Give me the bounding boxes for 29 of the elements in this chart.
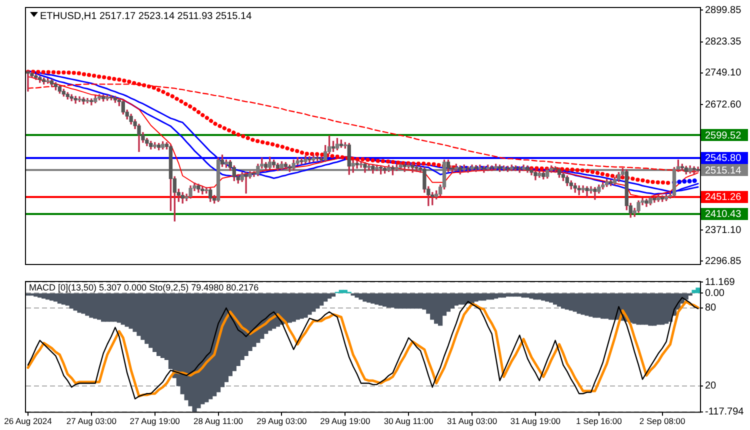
y-tick-label: 0.00 — [705, 288, 725, 299]
ref-line-label: 2410.43 — [705, 209, 742, 220]
ref-line-label: 2451.26 — [705, 192, 742, 204]
y-tick-label: 2672.60 — [705, 99, 742, 110]
y2-tick-label: 80 — [705, 302, 717, 314]
y-tick-label: 2823.35 — [705, 36, 742, 48]
chart-title: MACD [0](13,50) 5.307 0.000 Sto(9,2,5) 79.4980 80.2176 — [29, 282, 259, 292]
ref-line-label: 2545.80 — [705, 152, 742, 164]
x-tick-label: 26 Aug 2024 — [4, 416, 52, 426]
chart-title: ETHUSD,H1 2517.17 2523.14 2511.93 2515.14 — [40, 10, 252, 22]
x-tick-label: 1 Sep 16:00 — [576, 416, 622, 426]
x-tick-label: 2 Sep 08:00 — [639, 416, 686, 426]
y2-tick-label: 20 — [705, 380, 717, 392]
x-tick-label: 30 Aug 11:00 — [384, 416, 434, 426]
x-tick-label: 29 Aug 19:00 — [320, 416, 370, 426]
y-tick-label: 2899.85 — [705, 4, 742, 16]
y-tick-label: 2749.10 — [705, 68, 742, 79]
x-tick-label: 27 Aug 19:00 — [130, 416, 180, 426]
y-tick-label: -117.794 — [705, 406, 744, 418]
x-tick-label: 29 Aug 03:00 — [256, 416, 308, 426]
x-tick-label: 27 Aug 03:00 — [66, 416, 117, 426]
x-tick-label: 28 Aug 11:00 — [194, 416, 244, 426]
x-tick-label: 31 Aug 19:00 — [510, 416, 561, 426]
y-tick-label: 2371.10 — [705, 224, 742, 236]
x-tick-label: 31 Aug 03:00 — [446, 416, 498, 426]
y-tick-label: 11.169 — [705, 276, 736, 288]
ref-line-label: 2599.52 — [705, 130, 742, 142]
ref-line-label: 2515.14 — [705, 166, 742, 177]
y-tick-label: 2296.85 — [705, 256, 742, 267]
